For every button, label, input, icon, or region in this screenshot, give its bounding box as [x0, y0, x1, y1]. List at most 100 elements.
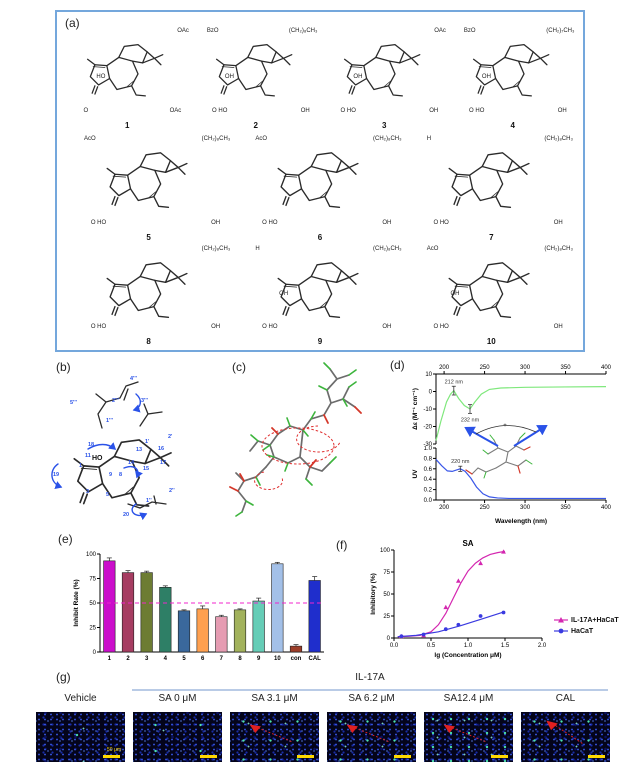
substituent-label: O HO: [340, 108, 356, 114]
micrograph-sa-3-1: [230, 712, 319, 762]
substituent-label: H: [426, 136, 432, 142]
svg-text:-20: -20: [423, 425, 432, 431]
scale-bar: [103, 755, 120, 758]
locant-label: 5''': [70, 400, 77, 406]
svg-text:400: 400: [601, 365, 612, 371]
compound-number: 8: [146, 337, 151, 346]
circle-marker-icon: [554, 628, 568, 634]
svg-text:0: 0: [429, 390, 433, 396]
scale-bar: [491, 755, 508, 758]
svg-text:4: 4: [164, 656, 168, 662]
substituent-label: OH: [300, 108, 310, 114]
svg-text:8: 8: [238, 656, 242, 662]
substituent-label: (CH₂)₈CH₃: [373, 136, 402, 142]
svg-text:10: 10: [274, 656, 281, 662]
locant-label: 4''': [130, 376, 137, 382]
substituent-label: OH: [553, 324, 563, 330]
column-label: SA12.4 μM: [443, 693, 494, 704]
compound-structure-3: OAc OH O HO OH 3: [320, 26, 449, 130]
svg-text:0.2: 0.2: [424, 488, 433, 494]
panel-g-label: (g): [56, 670, 71, 684]
svg-text:300: 300: [520, 365, 531, 371]
substituent-label: O: [83, 108, 89, 114]
locant-label: 2': [168, 434, 173, 440]
substituent-label: OH: [481, 73, 491, 80]
chemical-skeleton: [100, 148, 198, 218]
substituent-label: O HO: [433, 220, 449, 226]
chemical-skeleton: [338, 40, 430, 106]
svg-text:UV: UV: [412, 469, 419, 479]
column-label: CAL: [555, 693, 576, 704]
treatment-group-title: IL-17A: [355, 672, 385, 683]
correlation-structure-drawing: [51, 381, 172, 521]
locant-label: 20: [123, 512, 130, 518]
svg-text:100: 100: [86, 552, 97, 558]
svg-text:0.0: 0.0: [424, 498, 433, 504]
structure-row-2: AcO (CH₂)₈CH₃ O HO OH 5 AcO (CH₂)₈CH₃ O …: [63, 134, 577, 242]
substituent-label: O HO: [90, 324, 107, 330]
locant-label: 9: [109, 472, 113, 478]
substituent-label: OH: [429, 108, 439, 114]
svg-text:0.4: 0.4: [424, 477, 433, 483]
svg-text:1.0: 1.0: [464, 643, 473, 649]
substituent-label: (CH₂)₈CH₃: [201, 246, 231, 252]
substituent-label: OH: [382, 324, 392, 330]
panel-c-label: (c): [232, 360, 246, 374]
compound-structure-5: AcO (CH₂)₈CH₃ O HO OH 5: [64, 134, 234, 242]
substituent-label: OH: [224, 73, 234, 80]
cd-spectrum-chart: 200 250 300 350 400 10 0 -10 -20 -30 Δε (M⁻¹ cm⁻¹)…: [410, 360, 612, 448]
substituent-label: (CH₂)₇CH₃: [546, 28, 575, 34]
legend-item: HaCaT: [554, 627, 619, 635]
arrow-annotation-icon: [347, 724, 389, 742]
legend-label: IL-17A+HaCaT: [571, 616, 619, 624]
chemical-skeleton: [81, 40, 173, 106]
panel-f-dose-response-chart: (f) 0.0 0.5 1.0 1.5 2.0 0 25 50 75 100 Inhibitory …: [330, 530, 619, 670]
svg-text:10: 10: [425, 372, 432, 378]
locant-label: 16: [158, 446, 165, 452]
svg-text:Wavelength (nm): Wavelength (nm): [495, 518, 547, 525]
substituent-label: O HO: [90, 220, 107, 226]
column-label: Vehicle: [64, 693, 97, 704]
svg-text:3: 3: [145, 656, 149, 662]
ball-stick-model: [229, 362, 362, 517]
substituent-label: BzO: [206, 28, 219, 34]
hydroxyl-label: HO: [92, 455, 103, 462]
svg-text:300: 300: [520, 505, 531, 511]
locant-label: 1'': [146, 498, 152, 504]
substituent-label: H: [255, 246, 260, 252]
locant-label: 3: [86, 489, 90, 495]
svg-text:75: 75: [383, 570, 390, 576]
uv-spectrum-chart: 200 250 300 350 400 1.0 0.8 0.6 0.4 0.2 0.0 UV Wavel…: [410, 446, 612, 526]
compound-structure-4: BzO (CH₂)₇CH₃ OH O HO OH 4: [449, 26, 578, 130]
svg-text:2.0: 2.0: [538, 643, 547, 649]
compound-number: 2: [253, 121, 258, 130]
svg-text:lg (Concentration μM): lg (Concentration μM): [434, 652, 501, 659]
svg-text:6: 6: [201, 656, 205, 662]
substituent-label: OAc: [434, 28, 446, 34]
panel-d-label: (d): [390, 358, 405, 372]
substituent-label: OH: [557, 108, 567, 114]
locant-label: 2''': [112, 398, 119, 404]
substituent-label: O HO: [262, 324, 278, 330]
chemical-skeleton: [467, 40, 559, 106]
arrow-annotation-icon: [546, 720, 584, 744]
compound-number: 9: [317, 337, 323, 346]
substituent-label: OH: [211, 220, 221, 226]
compound-structure-8: (CH₂)₈CH₃ O HO OH 8: [64, 244, 234, 346]
svg-text:200: 200: [439, 365, 450, 371]
panel-a-structures: (a) OAc HO O OAc 1 BzO (CH₂)₈CH₃ OH O HO…: [55, 10, 585, 352]
compound-number: 1: [125, 121, 130, 130]
substituent-label: OH: [279, 290, 289, 297]
locant-label: 1''': [106, 418, 113, 424]
locant-label: 1': [145, 439, 150, 445]
svg-text:7: 7: [220, 656, 224, 662]
substituent-label: O HO: [212, 108, 228, 114]
structure-row-3: (CH₂)₈CH₃ O HO OH 8 H (CH₂)₈CH₃ OH O HO …: [63, 244, 577, 346]
group-underline: [132, 689, 608, 691]
svg-text:350: 350: [561, 505, 572, 511]
svg-text:1.0: 1.0: [424, 446, 433, 452]
panel-b-label: (b): [56, 360, 71, 374]
svg-text:0.5: 0.5: [427, 643, 436, 649]
locant-label: 13: [136, 447, 143, 453]
svg-text:CAL: CAL: [308, 656, 321, 662]
